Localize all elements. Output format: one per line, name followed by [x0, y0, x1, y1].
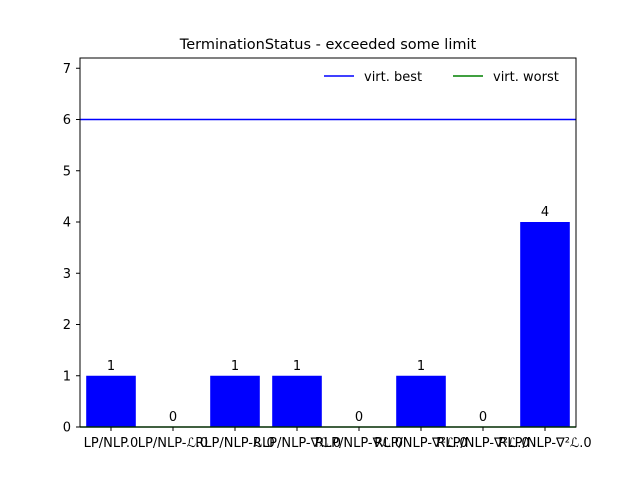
y-tick-label: 0	[63, 421, 71, 436]
bar	[396, 375, 446, 427]
bars	[86, 222, 570, 427]
bar	[86, 375, 136, 427]
value-labels: 1 0 1 1 0 1 0 4	[107, 205, 549, 425]
bar	[210, 375, 260, 427]
axes-frame	[79, 57, 577, 428]
axes	[79, 57, 577, 428]
value-label: 4	[541, 205, 549, 220]
legend: virt. best virt. worst	[324, 70, 559, 85]
x-tick-label: LP/NLP-ℒ.0	[138, 436, 208, 451]
x-tick-label: RLP/NLP-∇²ℒ.0	[436, 436, 529, 451]
value-label: 0	[355, 410, 363, 425]
x-tick-label: RLP/NLP-∇²ℒ.0	[498, 436, 591, 451]
y-tick-label: 4	[63, 216, 71, 231]
y-tick-label: 2	[63, 318, 71, 333]
y-tick-label: 6	[63, 113, 71, 128]
reference-lines	[80, 118, 576, 428]
y-tick-label: 1	[63, 369, 71, 384]
value-label: 1	[293, 359, 301, 374]
legend-label: virt. worst	[493, 70, 559, 85]
value-label: 0	[479, 410, 487, 425]
bar	[520, 222, 570, 427]
value-label: 1	[107, 359, 115, 374]
value-label: 1	[231, 359, 239, 374]
y-tick-label: 7	[63, 62, 71, 77]
x-tick-label: LP/NLP.0	[84, 436, 139, 451]
x-axis-ticks: LP/NLP.0 LP/NLP-ℒ.0RLP/NLP-ℒ.0RLP/NLP-∇ℒ.…	[84, 427, 592, 451]
x-tick-label: RLP/NLP-∇ℒ.0	[315, 436, 403, 451]
y-axis-ticks: 0 1 2 3 4 5 6 7	[63, 62, 80, 436]
value-label: 0	[169, 410, 177, 425]
chart-title: TerminationStatus - exceeded some limit	[179, 37, 477, 53]
legend-label: virt. best	[364, 70, 422, 85]
x-tick-label: RLP/NLP-ℒ.0	[195, 436, 274, 451]
y-tick-label: 5	[63, 164, 71, 179]
y-tick-label: 3	[63, 267, 71, 282]
value-label: 1	[417, 359, 425, 374]
x-tick-label: RLP/NLP-∇ℒ.0	[253, 436, 341, 451]
bar	[272, 375, 322, 427]
x-tick-label: RLP/NLP-∇²ℒ.0	[374, 436, 467, 451]
